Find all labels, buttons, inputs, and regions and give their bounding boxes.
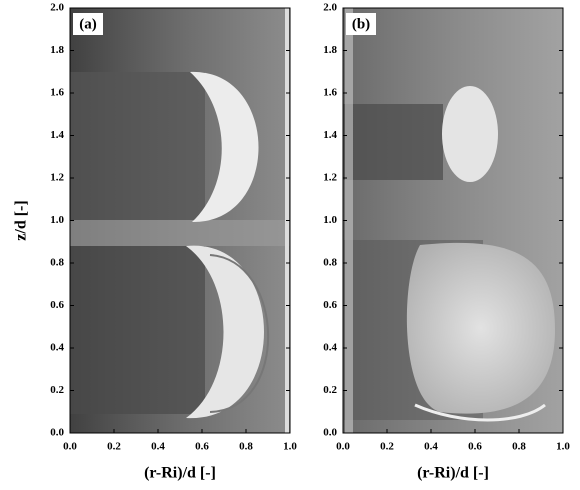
x-tick-label: 0.8	[239, 441, 253, 453]
x-tick-label: 0.4	[424, 441, 438, 453]
y-tick-label: 0.0	[50, 427, 64, 439]
y-tick-label: 1.4	[50, 129, 64, 141]
x-tick-label: 0.6	[195, 441, 209, 453]
x-axis-label: (r-Ri)/d [-]	[417, 465, 489, 482]
x-tick-label: 0.8	[512, 441, 526, 453]
y-tick-label: 0.6	[323, 299, 337, 311]
y-tick-label: 0.4	[50, 342, 64, 354]
x-tick-label: 1.0	[556, 441, 570, 453]
y-tick-label: 0.0	[323, 427, 337, 439]
y-tick-label: 1.4	[323, 129, 337, 141]
y-tick-label: 1.0	[50, 214, 64, 226]
y-tick-label: 1.6	[323, 87, 337, 99]
y-tick-label: 1.2	[50, 172, 64, 184]
x-axis-label: (r-Ri)/d [-]	[144, 465, 216, 482]
y-tick-label: 0.2	[323, 384, 337, 396]
y-axis-label: z/d [-]	[13, 200, 30, 240]
photo-a	[70, 8, 290, 433]
panel-label: (b)	[352, 16, 370, 32]
x-tick-label: 1.0	[283, 441, 297, 453]
x-tick-label: 0.2	[107, 441, 121, 453]
y-tick-label: 0.8	[50, 257, 64, 269]
y-tick-label: 1.6	[50, 87, 64, 99]
y-tick-label: 1.8	[50, 44, 64, 56]
figure: 0.0 0.2 0.4 0.6 0.8 1.0 1.2 1.4 1.6 1.8 2.0 0.0 0.2 0…	[0, 0, 580, 490]
y-tick-label: 0.4	[323, 342, 337, 354]
y-tick-label: 2.0	[50, 2, 64, 14]
x-tick-label: 0.4	[151, 441, 165, 453]
x-tick-label: 0.0	[63, 441, 77, 453]
y-tick-label: 2.0	[323, 2, 337, 14]
y-tick-label: 1.8	[323, 44, 337, 56]
y-tick-label: 1.2	[323, 172, 337, 184]
y-tick-label: 0.8	[323, 257, 337, 269]
y-tick-label: 1.0	[323, 214, 337, 226]
x-tick-label: 0.2	[380, 441, 394, 453]
x-tick-label: 0.6	[468, 441, 482, 453]
photo-b	[343, 8, 563, 433]
y-tick-label: 0.2	[50, 384, 64, 396]
x-tick-label: 0.0	[336, 441, 350, 453]
panel-label: (a)	[79, 16, 97, 32]
y-tick-label: 0.6	[50, 299, 64, 311]
